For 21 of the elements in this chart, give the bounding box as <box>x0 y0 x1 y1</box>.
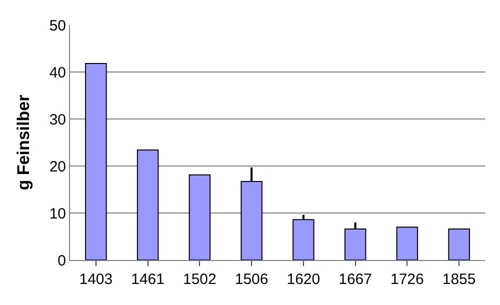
x-tick-label: 1855 <box>442 271 476 288</box>
y-axis-title: g Feinsilber <box>14 94 33 190</box>
bar <box>85 63 107 260</box>
bar <box>136 150 159 260</box>
y-tick-label: 50 <box>49 17 66 34</box>
bar <box>292 219 314 260</box>
x-tick-label: 1667 <box>338 271 372 288</box>
x-tick-label: 1620 <box>286 271 320 288</box>
x-tick-label: 1403 <box>79 271 113 288</box>
bar <box>448 228 470 260</box>
y-tick-label: 0 <box>58 252 66 270</box>
x-tick-label: 1506 <box>234 271 268 288</box>
y-tick-label: 20 <box>49 158 66 176</box>
bar <box>188 174 211 260</box>
y-tick-label: 30 <box>49 111 66 128</box>
x-tick-label: 1502 <box>183 271 216 288</box>
bar <box>396 226 418 260</box>
y-tick-label: 10 <box>49 205 66 222</box>
x-tick-label: 1461 <box>131 271 164 288</box>
x-tick-label: 1726 <box>390 271 424 288</box>
y-tick-label: 40 <box>49 64 66 82</box>
